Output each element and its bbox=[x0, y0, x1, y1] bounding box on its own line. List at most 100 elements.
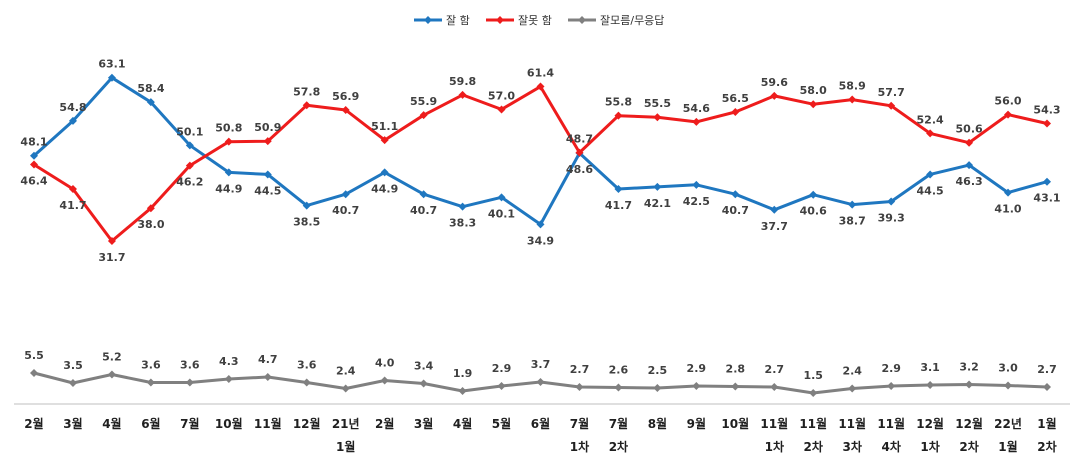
series-3-point-27 bbox=[1043, 383, 1051, 391]
x-tick-label-20: 11월 1차 bbox=[760, 416, 788, 454]
series-2-point-11 bbox=[419, 111, 428, 120]
series-1-label-7: 44.5 bbox=[254, 184, 281, 197]
series-3-label-12: 1.9 bbox=[453, 367, 473, 380]
series-1-point-20 bbox=[770, 205, 779, 214]
series-1-label-3: 63.1 bbox=[98, 58, 125, 71]
series-3-label-2: 3.5 bbox=[63, 359, 83, 372]
series-1-label-11: 40.7 bbox=[410, 204, 437, 217]
series-2-label-10: 51.1 bbox=[371, 120, 398, 133]
series-3-label-7: 4.7 bbox=[258, 353, 278, 366]
series-1-point-16 bbox=[614, 185, 623, 193]
series-1-point-18 bbox=[692, 180, 701, 189]
series-3-point-3 bbox=[107, 370, 116, 379]
series-1-label-10: 44.9 bbox=[371, 182, 398, 195]
series-2-point-2 bbox=[68, 185, 77, 193]
series-1-label-1: 48.1 bbox=[20, 136, 47, 149]
legend-label-1: 잘 함 bbox=[446, 14, 470, 27]
series-2-label-8: 57.8 bbox=[293, 85, 320, 98]
series-2-point-12 bbox=[458, 90, 467, 99]
series-2-label-26: 56.0 bbox=[994, 95, 1021, 108]
series-3-label-17: 2.5 bbox=[648, 364, 668, 377]
x-tick-label-17: 8월 bbox=[648, 416, 667, 431]
legend-label-3: 잘모름/무응답 bbox=[600, 14, 664, 27]
series-1-point-13 bbox=[497, 193, 506, 202]
series-3-point-26 bbox=[1004, 381, 1013, 390]
series-2-point-21 bbox=[809, 100, 818, 109]
series-2-point-6 bbox=[224, 137, 233, 146]
series-3-point-16 bbox=[614, 383, 623, 392]
series-1-point-1 bbox=[30, 151, 38, 160]
series-2-label-17: 55.5 bbox=[644, 97, 671, 110]
series-3-point-17 bbox=[653, 384, 662, 392]
series-3-label-27: 2.7 bbox=[1037, 363, 1057, 376]
series-2-point-23 bbox=[887, 101, 896, 110]
series-2-label-6: 50.8 bbox=[215, 122, 242, 135]
series-3-point-10 bbox=[380, 376, 389, 385]
series-2-label-18: 54.6 bbox=[683, 102, 710, 115]
series-3-point-2 bbox=[68, 379, 77, 387]
series-1-label-15: 48.6 bbox=[566, 163, 593, 176]
series-3-point-12 bbox=[458, 387, 467, 395]
x-tick-label-23: 11월 4차 bbox=[877, 416, 905, 454]
series-1-point-5 bbox=[185, 141, 194, 150]
series-1-label-19: 40.7 bbox=[722, 204, 749, 217]
x-tick-label-10: 2월 bbox=[375, 416, 394, 431]
x-tick-label-19: 10월 bbox=[721, 416, 749, 431]
series-1-label-20: 37.7 bbox=[761, 220, 788, 233]
series-1-point-14 bbox=[536, 220, 545, 229]
series-3-label-18: 2.9 bbox=[687, 362, 707, 375]
series-1-point-11 bbox=[419, 190, 428, 199]
series-2-label-7: 50.9 bbox=[254, 121, 281, 134]
x-tick-label-15: 7월 1차 bbox=[570, 416, 589, 454]
series-3-point-4 bbox=[146, 378, 155, 387]
x-tick-label-2: 3월 bbox=[63, 416, 82, 431]
series-1-label-22: 38.7 bbox=[839, 215, 866, 228]
series-2-point-17 bbox=[653, 113, 662, 122]
series-2-point-7 bbox=[263, 137, 272, 146]
series-2-point-19 bbox=[731, 108, 740, 117]
series-2-label-20: 59.6 bbox=[761, 76, 788, 89]
series-1-point-23 bbox=[887, 197, 896, 206]
series-1-label-24: 44.5 bbox=[917, 184, 944, 197]
series-2-label-24: 52.4 bbox=[917, 113, 944, 126]
series-1-point-10 bbox=[380, 168, 389, 177]
series-3-point-25 bbox=[965, 380, 974, 389]
series-1-point-27 bbox=[1043, 177, 1051, 186]
series-2-label-12: 59.8 bbox=[449, 75, 476, 88]
series-1-point-22 bbox=[848, 200, 857, 209]
x-tick-label-14: 6월 bbox=[531, 416, 550, 431]
series-3-label-14: 3.7 bbox=[531, 358, 551, 371]
series-1-label-12: 38.3 bbox=[449, 217, 476, 230]
series-2-label-21: 58.0 bbox=[800, 84, 827, 97]
series-2-label-9: 56.9 bbox=[332, 90, 359, 103]
series-2-label-11: 55.9 bbox=[410, 95, 437, 108]
series-3-point-9 bbox=[341, 384, 350, 393]
series-2-point-1 bbox=[30, 160, 38, 169]
series-2-label-27: 54.3 bbox=[1033, 104, 1060, 117]
series-1-point-3 bbox=[107, 73, 116, 82]
series-1-point-7 bbox=[263, 170, 272, 179]
series-2-point-20 bbox=[770, 91, 779, 100]
series-3-point-1 bbox=[30, 369, 38, 377]
series-3-label-6: 4.3 bbox=[219, 355, 239, 368]
series-1-point-26 bbox=[1004, 188, 1013, 197]
series-1-point-17 bbox=[653, 182, 662, 191]
x-tick-label-18: 9월 bbox=[687, 416, 706, 431]
series-1-label-6: 44.9 bbox=[215, 182, 242, 195]
series-3-label-20: 2.7 bbox=[765, 363, 785, 376]
x-tick-label-3: 4월 bbox=[102, 416, 121, 431]
series-2-point-4 bbox=[146, 204, 155, 213]
series-2-point-16 bbox=[614, 111, 623, 120]
x-tick-label-22: 11월 3차 bbox=[838, 416, 866, 454]
series-1-point-2 bbox=[68, 116, 77, 125]
legend-marker-3 bbox=[578, 16, 586, 24]
x-tick-label-24: 12월 1차 bbox=[916, 416, 944, 454]
x-tick-label-7: 11월 bbox=[254, 416, 282, 431]
data-labels: 48.1 46.4 54.8 41.7 63.1 31.7 58.4 38.0 50.1 46.2… bbox=[20, 58, 1060, 382]
series-3-label-16: 2.6 bbox=[609, 364, 629, 377]
series-2-label-4: 38.0 bbox=[137, 218, 164, 231]
series-1-point-9 bbox=[341, 190, 350, 199]
series-2-label-22: 58.9 bbox=[839, 80, 866, 93]
x-tick-label-21: 11월 2차 bbox=[799, 416, 827, 454]
